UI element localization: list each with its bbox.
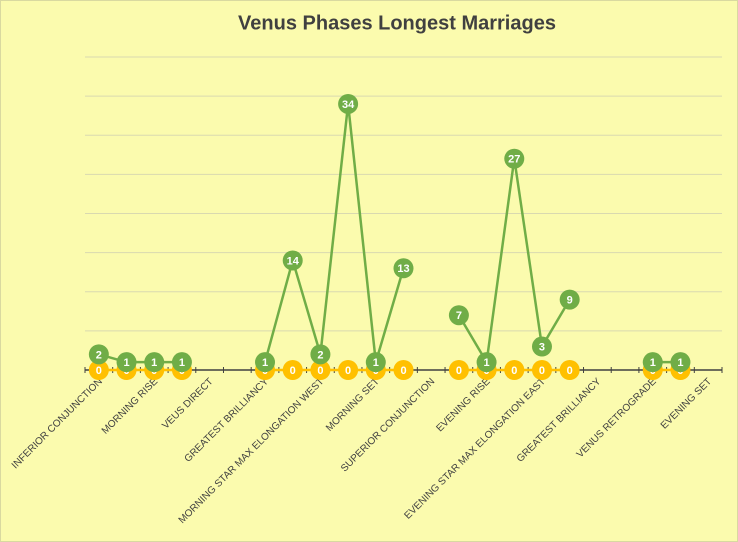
data-point — [88, 344, 109, 365]
data-label: 14 — [287, 255, 300, 267]
data-point — [255, 352, 276, 373]
data-point — [504, 148, 525, 169]
data-point — [448, 305, 469, 326]
data-label: 0 — [567, 365, 573, 377]
data-label: 1 — [123, 357, 129, 369]
data-point — [171, 352, 192, 373]
data-point — [559, 360, 580, 380]
data-label: 1 — [373, 357, 379, 369]
data-label: 1 — [262, 357, 268, 369]
data-point — [448, 360, 469, 380]
data-label: 1 — [151, 357, 157, 369]
data-label: 0 — [317, 365, 323, 377]
data-label: 13 — [397, 263, 409, 275]
data-point — [531, 360, 552, 380]
data-point — [310, 360, 331, 380]
data-label: 0 — [345, 365, 351, 377]
data-point — [365, 352, 386, 373]
data-label: 1 — [650, 357, 656, 369]
data-label: 1 — [677, 357, 683, 369]
data-point — [310, 344, 331, 365]
data-point — [88, 360, 109, 380]
data-point — [504, 360, 525, 380]
data-point — [282, 250, 303, 271]
data-point — [670, 352, 691, 373]
data-point — [338, 93, 359, 114]
data-label: 1 — [179, 357, 185, 369]
data-label: 0 — [290, 365, 296, 377]
data-label: 0 — [400, 365, 406, 377]
data-label: 34 — [342, 99, 355, 111]
series-line — [98, 103, 681, 366]
data-point — [338, 360, 359, 380]
data-label: 0 — [96, 365, 102, 377]
data-point — [476, 352, 497, 373]
data-label: 1 — [484, 357, 490, 369]
data-point — [642, 352, 663, 373]
data-point — [116, 352, 137, 373]
chart-title: Venus Phases Longest Marriages — [238, 12, 556, 34]
data-point — [531, 336, 552, 357]
data-label: 3 — [539, 341, 545, 353]
data-label: 0 — [511, 365, 517, 377]
data-label: 2 — [317, 349, 323, 361]
data-label: 27 — [508, 154, 520, 166]
data-label: 0 — [456, 365, 462, 377]
data-point — [393, 258, 414, 279]
data-label: 0 — [539, 365, 545, 377]
data-label: 9 — [567, 294, 573, 306]
data-label: 2 — [96, 349, 102, 361]
data-point — [282, 360, 303, 380]
data-point — [144, 352, 165, 373]
data-label: 7 — [456, 310, 462, 322]
data-point — [393, 360, 414, 380]
data-point — [559, 289, 580, 310]
